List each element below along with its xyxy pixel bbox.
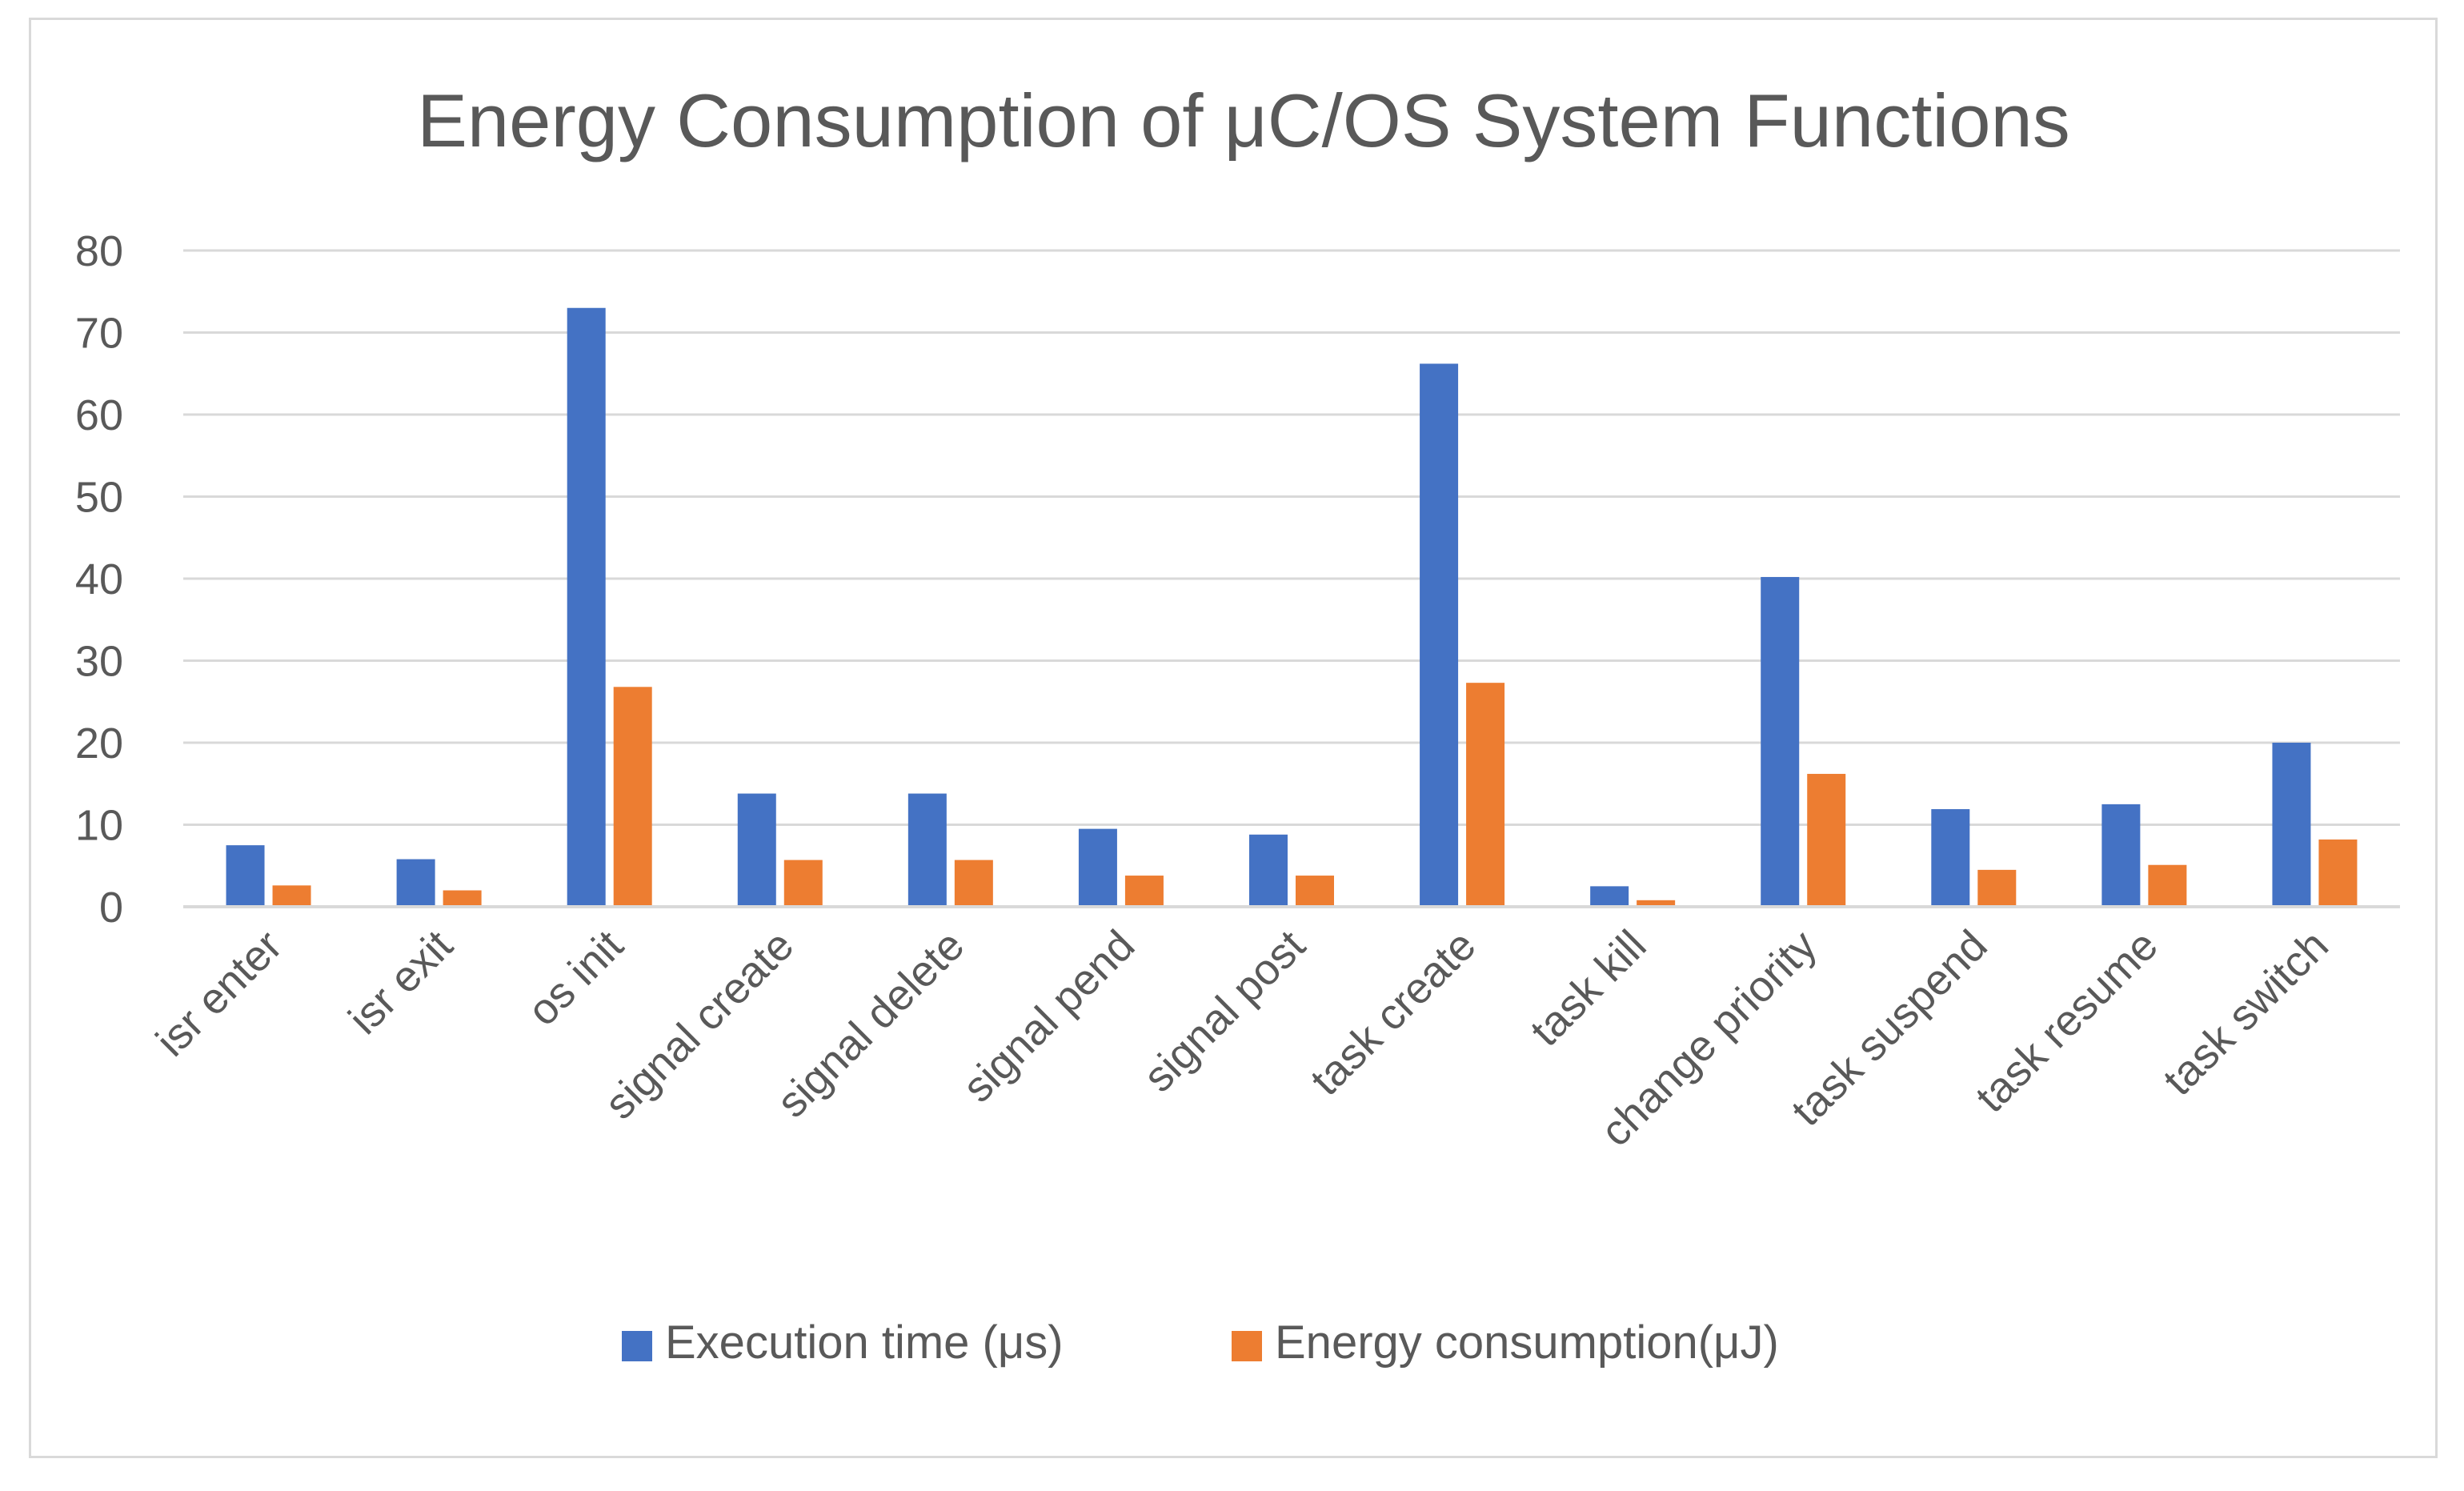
bar-energy-consumption xyxy=(1807,773,1846,907)
bar-execution-time xyxy=(1420,363,1459,907)
bar-energy-consumption xyxy=(1296,876,1334,907)
y-tick-label: 60 xyxy=(75,391,123,439)
bar-execution-time xyxy=(1590,886,1629,907)
bar-energy-consumption xyxy=(613,687,652,907)
bar-execution-time xyxy=(1249,834,1288,907)
y-tick-label: 70 xyxy=(75,310,123,358)
gridlines xyxy=(183,249,2400,826)
chart: Energy Consumption of μC/OS System Funct… xyxy=(75,78,2400,1369)
bar-execution-time xyxy=(1761,576,1800,907)
y-tick-label: 20 xyxy=(75,719,123,768)
x-tick-label: signal pend xyxy=(954,921,1144,1112)
bar-energy-consumption xyxy=(443,890,482,907)
bar-execution-time xyxy=(907,793,947,907)
y-tick-label: 10 xyxy=(75,802,123,850)
x-tick-label: isr enter xyxy=(147,921,291,1065)
bar-execution-time xyxy=(396,859,435,907)
bar-energy-consumption xyxy=(272,885,311,907)
bar-execution-time xyxy=(567,307,606,907)
chart-frame: Energy Consumption of μC/OS System Funct… xyxy=(29,18,2438,1458)
bar-execution-time xyxy=(1078,828,1117,907)
bar-execution-time xyxy=(226,845,265,907)
legend-swatch-energy-consumption xyxy=(1232,1331,1262,1361)
bars xyxy=(226,307,2358,907)
bar-execution-time xyxy=(1931,809,1970,907)
y-tick-label: 80 xyxy=(75,227,123,275)
x-tick-label: task kill xyxy=(1521,921,1656,1056)
legend-label-energy-consumption: Energy consumption(μJ) xyxy=(1275,1317,1779,1369)
legend: Execution time (μs) Energy consumption(μ… xyxy=(622,1317,1779,1369)
legend-label-execution-time: Execution time (μs) xyxy=(665,1317,1064,1369)
x-tick-label: signal post xyxy=(1135,921,1315,1101)
x-tick-label: task create xyxy=(1301,921,1484,1104)
chart-title: Energy Consumption of μC/OS System Funct… xyxy=(417,78,2070,162)
bar-energy-consumption xyxy=(783,860,823,907)
legend-swatch-execution-time xyxy=(622,1331,652,1361)
y-axis-ticks: 0 10 20 30 40 50 60 70 80 xyxy=(75,227,123,932)
bar-execution-time xyxy=(737,793,776,907)
bar-energy-consumption xyxy=(1466,683,1505,907)
bar-energy-consumption xyxy=(1124,876,1164,907)
y-tick-label: 40 xyxy=(75,555,123,603)
y-tick-label: 50 xyxy=(75,474,123,522)
bar-energy-consumption xyxy=(1637,900,1676,907)
y-tick-label: 0 xyxy=(99,884,123,932)
x-tick-label: os init xyxy=(519,921,632,1035)
bar-energy-consumption xyxy=(2148,864,2187,907)
bar-execution-time xyxy=(2101,804,2141,907)
bar-energy-consumption xyxy=(954,860,993,907)
x-tick-label: task switch xyxy=(2154,921,2338,1104)
bar-energy-consumption xyxy=(2318,839,2358,907)
bar-energy-consumption xyxy=(1977,869,2017,907)
bar-execution-time xyxy=(2272,743,2311,907)
x-tick-label: isr exit xyxy=(339,921,462,1044)
x-tick-label: task resume xyxy=(1966,921,2166,1121)
y-tick-label: 30 xyxy=(75,638,123,686)
